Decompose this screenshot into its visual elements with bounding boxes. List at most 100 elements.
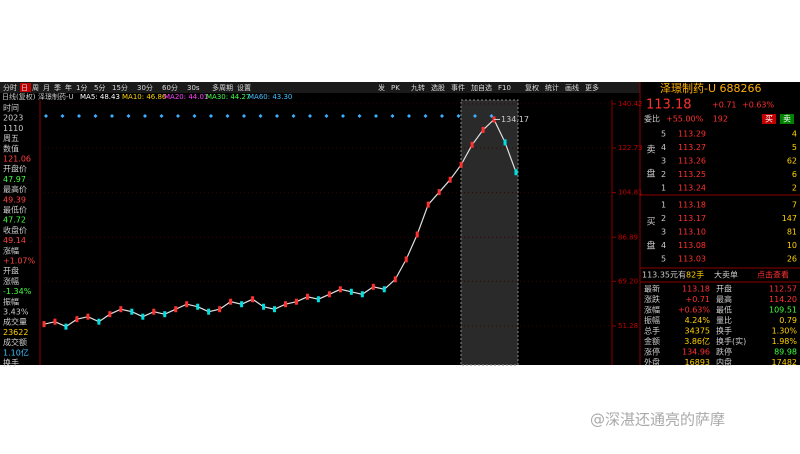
tool-button[interactable]: 复权 [525,83,539,92]
event-marker[interactable] [258,114,263,118]
period-tab[interactable]: 30s [187,84,200,92]
tool-button[interactable]: 更多 [585,83,599,92]
info-item: 涨幅 [3,245,19,255]
event-marker[interactable] [209,114,213,118]
period-tab[interactable]: 30分 [137,83,153,92]
order-volume: 7 [792,201,797,210]
stat-value: +0.71 [685,295,710,304]
event-marker[interactable] [308,114,312,118]
candle [316,296,320,303]
event-marker[interactable] [440,114,444,118]
selection-range[interactable] [460,99,519,366]
candle [75,316,79,323]
tool-button[interactable]: 事件 [451,83,465,92]
event-marker[interactable] [60,114,65,118]
period-tab[interactable]: 年 [65,83,72,92]
period-tab[interactable]: 分时 [3,83,17,92]
big-order: 大卖单 [714,270,738,280]
event-marker[interactable] [44,114,48,118]
price-change-pct: +0.63% [742,101,775,110]
event-marker[interactable] [176,114,180,118]
ratio-label: 委比 [644,114,660,124]
event-marker[interactable] [192,114,197,118]
order-level: 3 [661,228,666,237]
buy-button[interactable]: 买 [765,115,773,124]
tool-button[interactable]: F10 [498,84,511,92]
y-tick-label: 104.81 [618,189,643,197]
buy-button-bg[interactable] [762,114,776,124]
tool-button[interactable]: 统计 [545,83,559,92]
candle [240,301,244,308]
candle [481,126,485,133]
tool-button[interactable]: PK [391,84,400,92]
order-level: 2 [661,170,666,179]
period-tab[interactable]: 设置 [237,83,251,92]
stat-label: 量比 [716,315,732,325]
event-marker[interactable] [407,114,411,118]
ma-value: MA5: 48.43 [80,93,120,101]
candle [437,189,441,196]
candle [185,301,189,308]
stat-label: 内盘 [716,357,732,367]
event-marker[interactable] [291,114,296,118]
candle [349,288,353,295]
tool-button[interactable]: 选股 [431,83,445,92]
period-tab[interactable]: 60分 [162,83,178,92]
period-tab[interactable]: 多周期 [212,83,233,92]
period-tab[interactable]: 季 [54,83,61,92]
candle [163,311,167,318]
period-tab[interactable]: 15分 [112,83,128,92]
candle [305,293,309,300]
event-marker[interactable] [143,114,147,118]
big-order[interactable]: 点击查看 [757,270,789,280]
y-tick-label: 140.42 [618,100,643,108]
info-item: 47.97 [3,175,26,184]
candle [97,318,101,325]
event-marker[interactable] [473,114,477,118]
event-marker[interactable] [225,114,230,118]
event-marker[interactable] [126,114,131,118]
event-marker[interactable] [341,114,345,118]
y-tick-label: 122.73 [618,144,643,152]
stat-label: 涨停 [644,347,660,357]
stat-value: 1.98% [772,337,798,346]
stat-value: 4.24% [685,316,711,325]
order-volume: 81 [787,228,797,237]
candle [382,286,386,293]
event-marker[interactable] [357,114,362,118]
event-marker[interactable] [110,114,114,118]
stat-value: +0.63% [678,306,711,315]
event-marker[interactable] [93,114,98,118]
sell-button[interactable]: 卖 [783,115,791,124]
stat-value: 134.96 [682,348,710,357]
event-marker[interactable] [275,114,279,118]
tool-button[interactable]: 加自选 [471,83,492,92]
period-tab[interactable]: 5分 [94,83,105,92]
info-item: 开盘价 [3,164,27,174]
event-marker[interactable] [242,114,246,118]
stat-value: 89.98 [774,348,797,357]
event-marker[interactable] [390,114,395,118]
order-volume: 2 [792,184,797,193]
period-tab[interactable]: 1分 [76,83,87,92]
event-marker[interactable] [423,114,428,118]
tool-button[interactable]: 画线 [565,83,579,92]
event-marker[interactable] [77,114,81,118]
period-tab[interactable]: 月 [43,84,50,92]
tool-button[interactable]: 九转 [411,83,425,92]
period-tab[interactable]: 周 [32,84,39,92]
event-marker[interactable] [324,114,329,118]
event-marker[interactable] [374,114,378,118]
period-tab[interactable]: 日 [21,84,28,92]
event-marker[interactable] [489,114,494,118]
stat-value: 3.86亿 [684,336,710,346]
event-marker[interactable] [159,114,164,118]
info-item: 涨幅 [3,276,19,286]
tool-button[interactable]: 发 [378,83,385,92]
sell-button-bg[interactable] [780,114,794,124]
ma-value: MA20: 44.01 [164,93,208,101]
info-item: +1.07% [3,257,36,266]
candle [152,308,156,315]
event-marker[interactable] [456,114,461,118]
